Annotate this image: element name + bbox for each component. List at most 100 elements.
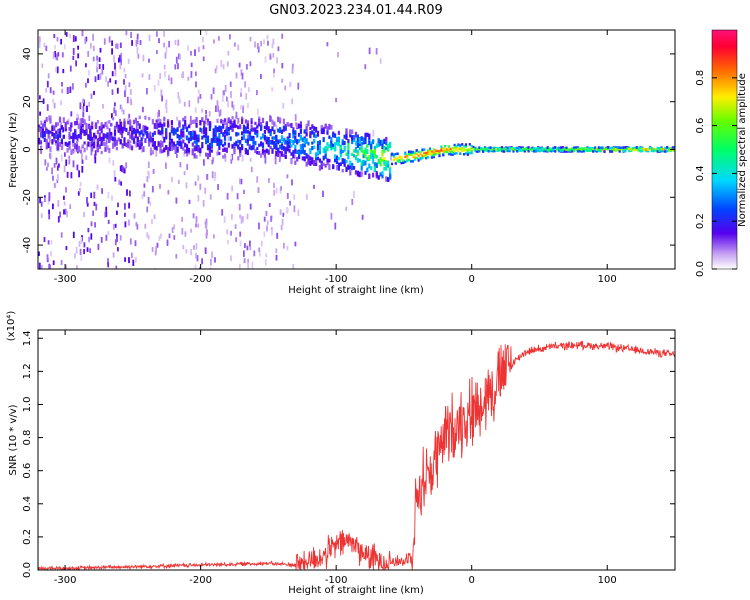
noise-cell: [79, 187, 81, 193]
noise-cell: [74, 253, 76, 259]
signal-cell: [351, 135, 354, 140]
noise-cell: [188, 100, 191, 107]
signal-cell: [246, 123, 249, 130]
signal-cell: [673, 147, 675, 151]
signal-cell: [449, 147, 452, 151]
signal-cell: [208, 150, 211, 156]
bottom-y-tick-label: 0.6: [22, 463, 33, 479]
noise-cell: [102, 64, 105, 71]
signal-cell: [176, 146, 179, 152]
noise-cell: [108, 36, 111, 43]
signal-cell: [360, 136, 363, 141]
signal-cell: [476, 148, 479, 151]
signal-cell: [415, 149, 418, 152]
signal-cell: [497, 149, 500, 152]
noise-cell: [47, 162, 49, 168]
signal-cell: [430, 152, 433, 155]
signal-cell: [335, 141, 339, 146]
signal-cell: [432, 148, 435, 151]
signal-cell: [193, 119, 196, 124]
signal-cell: [100, 150, 103, 155]
noise-cell: [151, 219, 153, 225]
signal-cell: [326, 146, 329, 152]
noise-cell: [107, 262, 110, 268]
noise-cell: [241, 154, 244, 162]
signal-cell: [193, 145, 196, 152]
signal-cell: [161, 141, 164, 147]
noise-cell: [167, 190, 170, 195]
noise-cell: [176, 116, 178, 121]
noise-cell: [204, 247, 207, 255]
noise-cell: [90, 192, 93, 198]
signal-cell: [358, 147, 361, 151]
noise-cell: [119, 63, 122, 70]
signal-cell: [294, 144, 297, 149]
signal-cell: [358, 172, 361, 178]
noise-cell: [56, 178, 59, 184]
signal-cell: [250, 121, 253, 125]
signal-cell: [337, 136, 340, 142]
noise-cell: [101, 68, 104, 75]
signal-cell: [148, 116, 151, 121]
signal-cell: [466, 148, 469, 152]
signal-cell: [427, 150, 430, 154]
signal-cell: [353, 135, 356, 140]
noise-cell: [154, 251, 157, 256]
signal-cell: [112, 136, 115, 142]
signal-cell: [614, 146, 617, 149]
signal-cell: [277, 116, 280, 123]
signal-cell: [347, 153, 350, 160]
signal-cell: [79, 149, 82, 154]
noise-cell: [112, 160, 115, 166]
bottom-y-tick-label: 1.2: [22, 363, 33, 379]
noise-cell: [213, 234, 215, 239]
signal-cell: [444, 150, 447, 154]
noise-cell: [50, 251, 52, 257]
signal-cell: [392, 158, 395, 162]
noise-cell: [223, 216, 226, 223]
signal-cell: [493, 146, 496, 150]
signal-cell: [542, 149, 545, 153]
signal-cell: [324, 145, 327, 149]
signal-cell: [195, 141, 198, 148]
signal-cell: [256, 151, 259, 155]
noise-cell: [274, 155, 277, 160]
noise-cell: [247, 258, 249, 264]
signal-cell: [303, 156, 306, 162]
colorbar-tick-label: 0.2: [695, 213, 706, 229]
signal-cell: [290, 158, 293, 165]
noise-cell: [124, 257, 126, 262]
noise-cell: [102, 103, 104, 109]
signal-cell: [244, 119, 247, 124]
noise-cell: [256, 90, 258, 96]
signal-cell: [214, 129, 217, 135]
noise-cell: [128, 113, 131, 119]
noise-cell: [175, 56, 178, 64]
signal-cell: [487, 146, 490, 150]
signal-cell: [618, 148, 621, 152]
signal-cell: [187, 131, 191, 135]
noise-cell: [177, 179, 180, 184]
noise-cell: [134, 240, 137, 247]
noise-cell: [291, 179, 293, 186]
signal-cell: [345, 128, 348, 135]
signal-cell: [191, 119, 194, 124]
noise-cell: [345, 206, 348, 211]
signal-cell: [261, 148, 265, 154]
signal-cell: [98, 132, 101, 138]
signal-cell: [216, 142, 219, 146]
noise-cell: [64, 152, 66, 157]
signal-cell: [74, 121, 77, 126]
signal-cell: [136, 122, 139, 126]
signal-cell: [464, 148, 468, 152]
signal-cell: [127, 139, 130, 143]
colorbar-tick-label: 0.4: [695, 165, 706, 181]
signal-cell: [436, 150, 439, 153]
signal-cell: [457, 149, 460, 153]
noise-cell: [263, 216, 266, 222]
signal-cell: [647, 147, 650, 150]
noise-cell: [211, 251, 213, 259]
noise-cell: [171, 227, 174, 233]
noise-cell: [238, 203, 241, 211]
noise-cell: [95, 144, 98, 151]
